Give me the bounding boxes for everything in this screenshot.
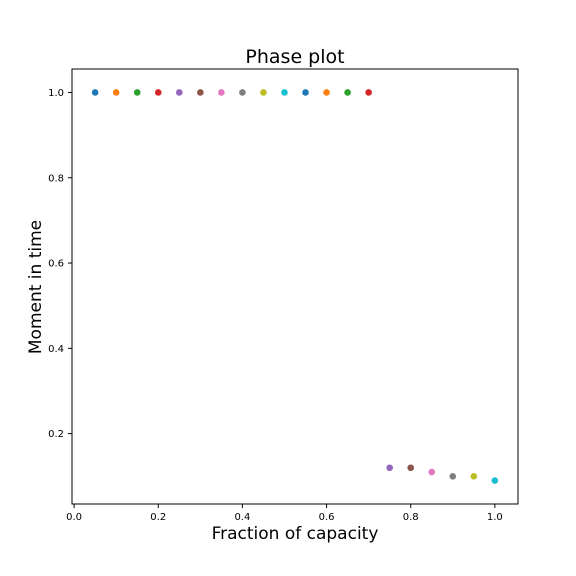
y-tick-label: 0.6: [48, 259, 64, 270]
data-point: [260, 89, 267, 96]
y-axis-label: Moment in time: [26, 220, 46, 354]
data-point: [197, 89, 204, 96]
data-point: [154, 89, 162, 96]
x-tick-label: 0.2: [150, 512, 166, 523]
data-point: [91, 89, 99, 96]
plot-area-frame: [71, 68, 519, 505]
data-point: [407, 464, 415, 472]
data-point: [133, 89, 141, 96]
x-tick-label: 1.0: [487, 512, 503, 523]
data-point: [365, 89, 372, 96]
data-point: [344, 89, 351, 96]
data-point: [175, 89, 183, 96]
data-point: [428, 468, 436, 476]
x-tick-label: 0.8: [403, 512, 419, 523]
data-point: [470, 472, 478, 480]
data-points: [91, 89, 499, 484]
data-point: [323, 89, 330, 96]
x-axis-ticks: 0.0 0.2 0.4 0.6 0.8 1.0: [66, 504, 503, 523]
x-axis-label: Fraction of capacity: [212, 524, 379, 544]
y-axis-ticks: 0.2 0.4 0.6 0.8 1.0: [48, 88, 72, 440]
y-tick-label: 0.8: [48, 173, 64, 184]
x-tick-label: 0.6: [319, 512, 335, 523]
data-point: [281, 89, 288, 96]
x-tick-label: 0.4: [234, 512, 250, 523]
y-tick-label: 0.2: [48, 429, 64, 440]
data-point: [218, 89, 225, 96]
x-tick-label: 0.0: [66, 512, 82, 523]
y-tick-label: 1.0: [48, 88, 64, 99]
data-point: [386, 464, 393, 472]
data-point: [112, 89, 120, 96]
chart-title: Phase plot: [245, 46, 344, 68]
data-point: [449, 472, 457, 480]
data-point: [239, 89, 246, 96]
data-point: [491, 477, 499, 484]
y-tick-label: 0.4: [48, 344, 64, 355]
data-point: [302, 89, 309, 96]
